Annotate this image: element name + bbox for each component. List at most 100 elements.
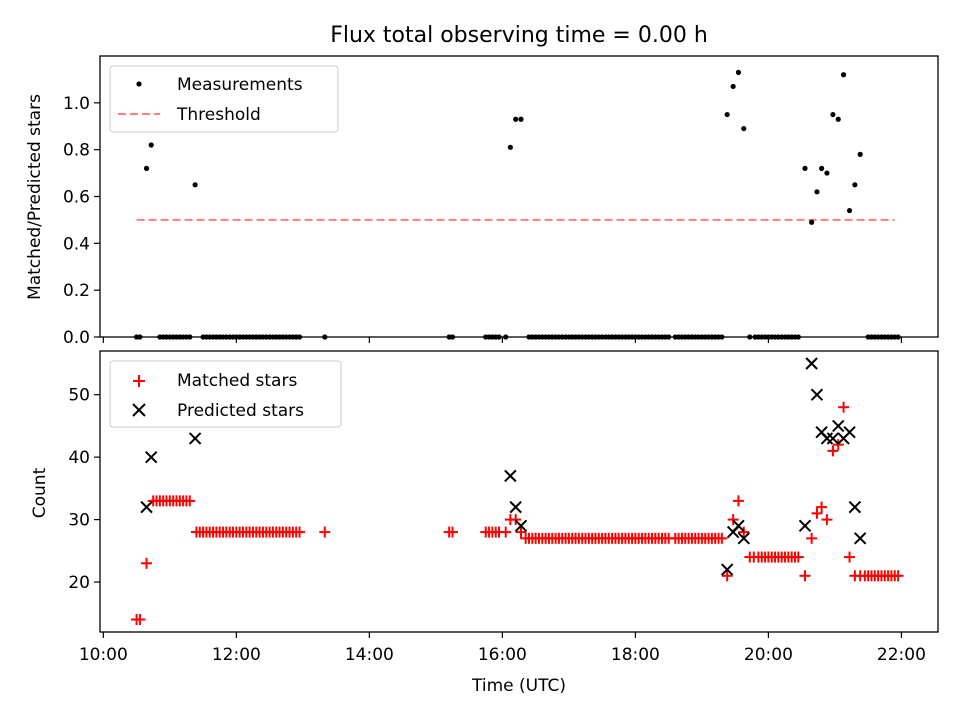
- matched-point: [827, 445, 839, 457]
- flux-ylabel: Matched/Predicted stars: [25, 94, 45, 300]
- predicted-point: [514, 519, 528, 533]
- matched-point: [811, 507, 823, 519]
- measurement-point: [143, 165, 150, 171]
- matched-point: [294, 526, 306, 538]
- predicted-point: [810, 388, 824, 401]
- measurement-point: [513, 116, 519, 122]
- predicted-point: [853, 532, 867, 545]
- flux-y-tick-label: 1.0: [63, 94, 90, 114]
- matched-point: [816, 501, 828, 513]
- legend-matched-marker: [133, 375, 145, 387]
- count-xlabel: Time (UTC): [471, 676, 566, 696]
- predicted-point: [826, 432, 840, 445]
- measurement-point: [518, 116, 524, 122]
- flux-y-ticks: 0.0 0.2 0.4 0.6 0.8 1.0: [63, 94, 100, 348]
- flux-y-tick-label: 0.6: [63, 188, 90, 208]
- count-axes-frame: [99, 350, 939, 633]
- measurement-point: [148, 142, 154, 148]
- predicted-point: [848, 500, 862, 514]
- legend-measurements-label: Measurements: [177, 75, 303, 95]
- measurement-point: [192, 182, 198, 188]
- count-x-tick-label: 12:00: [212, 645, 261, 665]
- matched-point: [738, 526, 750, 538]
- measurement-point: [814, 189, 820, 195]
- predicted-point: [504, 469, 517, 483]
- legend-matched-label: Matched stars: [177, 371, 297, 391]
- count-x-tick-label: 22:00: [877, 645, 926, 665]
- count-ylabel: Count: [30, 467, 50, 518]
- predicted-point: [843, 425, 856, 439]
- matched-point: [446, 526, 458, 538]
- measurement-point: [840, 72, 847, 78]
- count-y-tick-label: 20: [68, 573, 90, 593]
- matched-point: [184, 495, 196, 507]
- matched-point: [838, 401, 850, 413]
- matched-point: [732, 495, 744, 507]
- count-y-tick-label: 40: [68, 448, 90, 468]
- count-x-tick-label: 14:00: [345, 645, 394, 665]
- measurement-point: [507, 144, 513, 150]
- legend-predicted-marker: [132, 403, 146, 417]
- legend-threshold-label: Threshold: [176, 105, 261, 125]
- count-y-tick-label: 50: [68, 386, 90, 406]
- matched-point: [721, 570, 733, 582]
- count-y-ticks: 20 30 40 50: [68, 386, 100, 593]
- count-x-tick-label: 16:00: [478, 645, 527, 665]
- measurement-point: [857, 151, 863, 157]
- count-panel: Count Time (UTC) 20 30 40 50 10:00 12:00 14:0…: [30, 350, 939, 696]
- predicted-point: [188, 432, 202, 445]
- matched-point: [716, 532, 728, 544]
- predicted-point: [805, 357, 818, 370]
- measurement-point: [802, 165, 808, 171]
- matched-point: [515, 526, 527, 538]
- count-x-tick-label: 20:00: [744, 645, 793, 665]
- matched-point: [821, 514, 833, 526]
- count-x-tick-label: 18:00: [611, 645, 660, 665]
- matched-point: [799, 570, 811, 582]
- count-y-tick-label: 30: [68, 511, 90, 531]
- count-legend: Matched stars Predicted stars: [109, 360, 342, 428]
- matched-point: [832, 439, 844, 451]
- matched-point: [792, 551, 804, 563]
- flux-y-tick-label: 0.2: [63, 281, 90, 301]
- measurement-point: [852, 182, 858, 188]
- predicted-point: [720, 563, 734, 576]
- matched-point: [844, 551, 856, 563]
- predicted-points: [140, 357, 867, 576]
- matched-point: [319, 526, 331, 538]
- measurement-point: [830, 111, 836, 118]
- legend-measurements-marker: [136, 81, 142, 87]
- flux-y-tick-label: 0.8: [63, 141, 90, 161]
- measurement-point: [809, 219, 815, 225]
- count-x-ticks: 10:00 12:00 14:00 16:00 18:00 20:00 22:00: [79, 632, 926, 665]
- count-legend-box: [109, 360, 342, 428]
- matched-points: [131, 401, 904, 626]
- flux-y-tick-label: 0.0: [63, 328, 90, 348]
- predicted-point: [145, 450, 158, 464]
- predicted-point: [820, 432, 834, 445]
- matched-point: [510, 514, 522, 526]
- measurement-point: [730, 83, 736, 90]
- predicted-point: [732, 519, 745, 533]
- flux-y-tick-label: 0.4: [63, 234, 90, 254]
- count-x-tick-label: 10:00: [79, 645, 128, 665]
- flux-axes-frame: [99, 55, 939, 338]
- flux-panel: Flux total observing time = 0.00 h Match…: [25, 23, 939, 348]
- predicted-point: [737, 532, 751, 545]
- flux-title: Flux total observing time = 0.00 h: [330, 23, 708, 48]
- matched-point: [141, 557, 153, 569]
- predicted-point: [140, 500, 153, 514]
- matched-point: [134, 614, 146, 626]
- flux-legend: Measurements Threshold: [109, 65, 339, 133]
- measurement-point: [824, 170, 830, 176]
- flux-legend-box: [109, 65, 339, 133]
- measurement-point: [741, 125, 747, 132]
- measurement-point: [846, 207, 853, 214]
- measurement-point: [724, 111, 730, 118]
- measurement-point: [835, 116, 841, 122]
- matched-point: [806, 532, 818, 544]
- predicted-point: [832, 419, 845, 433]
- legend-predicted-label: Predicted stars: [177, 401, 304, 421]
- matched-point: [892, 570, 904, 582]
